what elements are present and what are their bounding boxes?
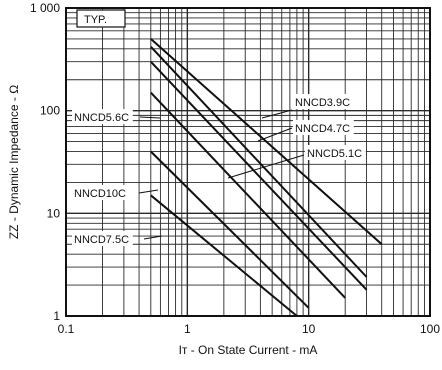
series-line-nncd4-7c	[150, 46, 368, 278]
series-label: NNCD10C	[74, 188, 126, 200]
y-tick-labels: 1 10 100 1 000	[30, 1, 60, 323]
grid	[65, 8, 430, 317]
x-tick-label: 0.1	[58, 322, 75, 336]
series-labels: NNCD3.9C NNCD4.7C NNCD5.1C NNCD5.6C NNCD10C N…	[72, 94, 366, 246]
series-line-nncd5-1c	[150, 61, 368, 291]
series-label-bg	[72, 109, 133, 124]
series-line-nncd7-5c	[150, 194, 298, 317]
plot-frame	[65, 7, 431, 317]
typ-badge-box	[76, 9, 126, 28]
series-label: NNCD5.6C	[74, 112, 129, 124]
y-tick-label: 1 000	[30, 1, 60, 15]
series-label-leader	[261, 109, 293, 119]
x-tick-labels: 0.1 1 10 100	[58, 322, 441, 336]
series-lines	[150, 38, 383, 317]
y-axis-label: ZΖ - Dynamic Impedance - Ω	[7, 85, 21, 239]
series-label-leader	[138, 189, 159, 194]
series-label: NNCD3.9C	[295, 97, 350, 109]
series-line-nncd10c	[150, 150, 310, 309]
x-tick-label: 100	[420, 322, 440, 336]
series-label: NNCD7.5C	[74, 234, 129, 246]
y-tick-label: 100	[40, 104, 60, 118]
series-label-leader	[257, 127, 293, 142]
series-label: NNCD5.1C	[307, 148, 362, 160]
x-tick-label: 1	[184, 322, 191, 336]
x-tick-label: 10	[302, 322, 316, 336]
series-label-bg	[72, 231, 133, 246]
series-label-bg	[293, 94, 354, 109]
series-label-bg	[305, 145, 366, 160]
typ-badge: TYP.	[76, 9, 126, 28]
y-tick-label: 10	[47, 206, 61, 220]
y-tick-label: 1	[53, 309, 60, 323]
series-line-nncd5-6c	[150, 91, 346, 299]
series-label: NNCD4.7C	[295, 123, 350, 135]
series-label-bg	[72, 185, 126, 200]
series-label-leader	[227, 154, 305, 179]
series-line-nncd3-9c	[150, 38, 383, 245]
series-label-leader	[139, 116, 161, 119]
series-label-leader	[143, 235, 163, 240]
series-label-bg	[293, 120, 354, 135]
x-axis-label: Iт - On State Current - mA	[179, 343, 318, 357]
typ-badge-text: TYP.	[84, 14, 107, 26]
